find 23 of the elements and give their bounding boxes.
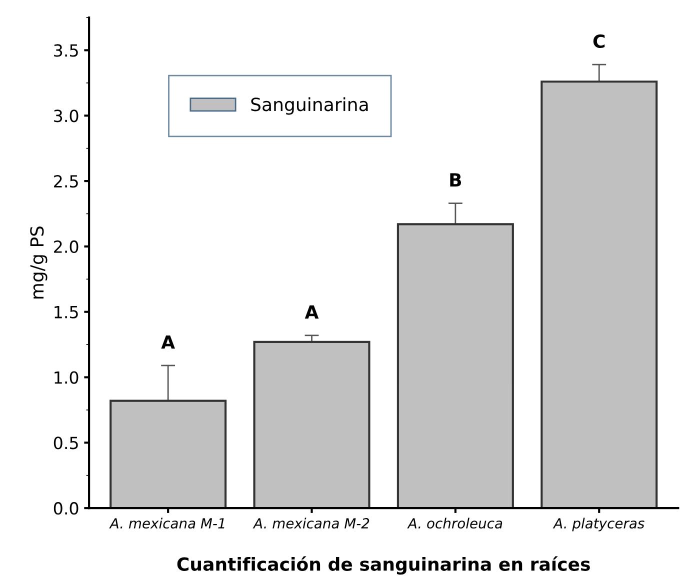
y-tick-label: 1.0 xyxy=(54,371,78,384)
annotation: A xyxy=(161,335,175,349)
x-axis-title: Cuantificación de sanguinarina en raíces xyxy=(177,556,590,575)
y-tick-label: 2.0 xyxy=(54,240,78,254)
y-tick-label: 0.5 xyxy=(54,436,78,450)
bar xyxy=(110,400,227,508)
legend-label: Sanguinarina xyxy=(251,97,368,115)
bar xyxy=(540,80,658,508)
bar xyxy=(253,340,370,508)
y-axis-title: mg/g PS xyxy=(30,226,48,298)
y-tick-label: 3.0 xyxy=(54,110,78,122)
annotation: B xyxy=(450,173,462,186)
y-tick-label: 1.5 xyxy=(54,306,78,318)
x-tick-label: A. ochroleuca xyxy=(407,518,502,529)
y-tick-label: 0.0 xyxy=(54,502,78,515)
y-tick-label: 2.5 xyxy=(54,175,78,188)
annotation: C xyxy=(593,34,605,48)
x-tick-label: A. mexicana M-1 xyxy=(109,518,224,529)
annotation: A xyxy=(304,305,319,319)
bar xyxy=(396,223,514,508)
y-tick-label: 3.5 xyxy=(54,44,78,57)
x-tick-label: A. platyceras xyxy=(552,518,644,532)
x-tick-label: A. mexicana M-2 xyxy=(252,518,370,529)
